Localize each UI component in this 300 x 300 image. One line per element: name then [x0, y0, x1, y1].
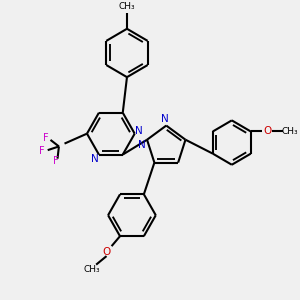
Text: CH₃: CH₃ — [83, 265, 100, 274]
Text: F: F — [44, 133, 49, 143]
Text: O: O — [263, 127, 271, 136]
Text: CH₃: CH₃ — [119, 2, 135, 10]
Text: N: N — [161, 114, 169, 124]
Text: CH₃: CH₃ — [282, 127, 298, 136]
Text: N: N — [91, 154, 99, 164]
Text: N: N — [135, 126, 143, 136]
Text: N: N — [138, 140, 145, 150]
Text: F: F — [39, 146, 45, 156]
Text: F: F — [53, 156, 59, 166]
Text: O: O — [102, 247, 111, 257]
